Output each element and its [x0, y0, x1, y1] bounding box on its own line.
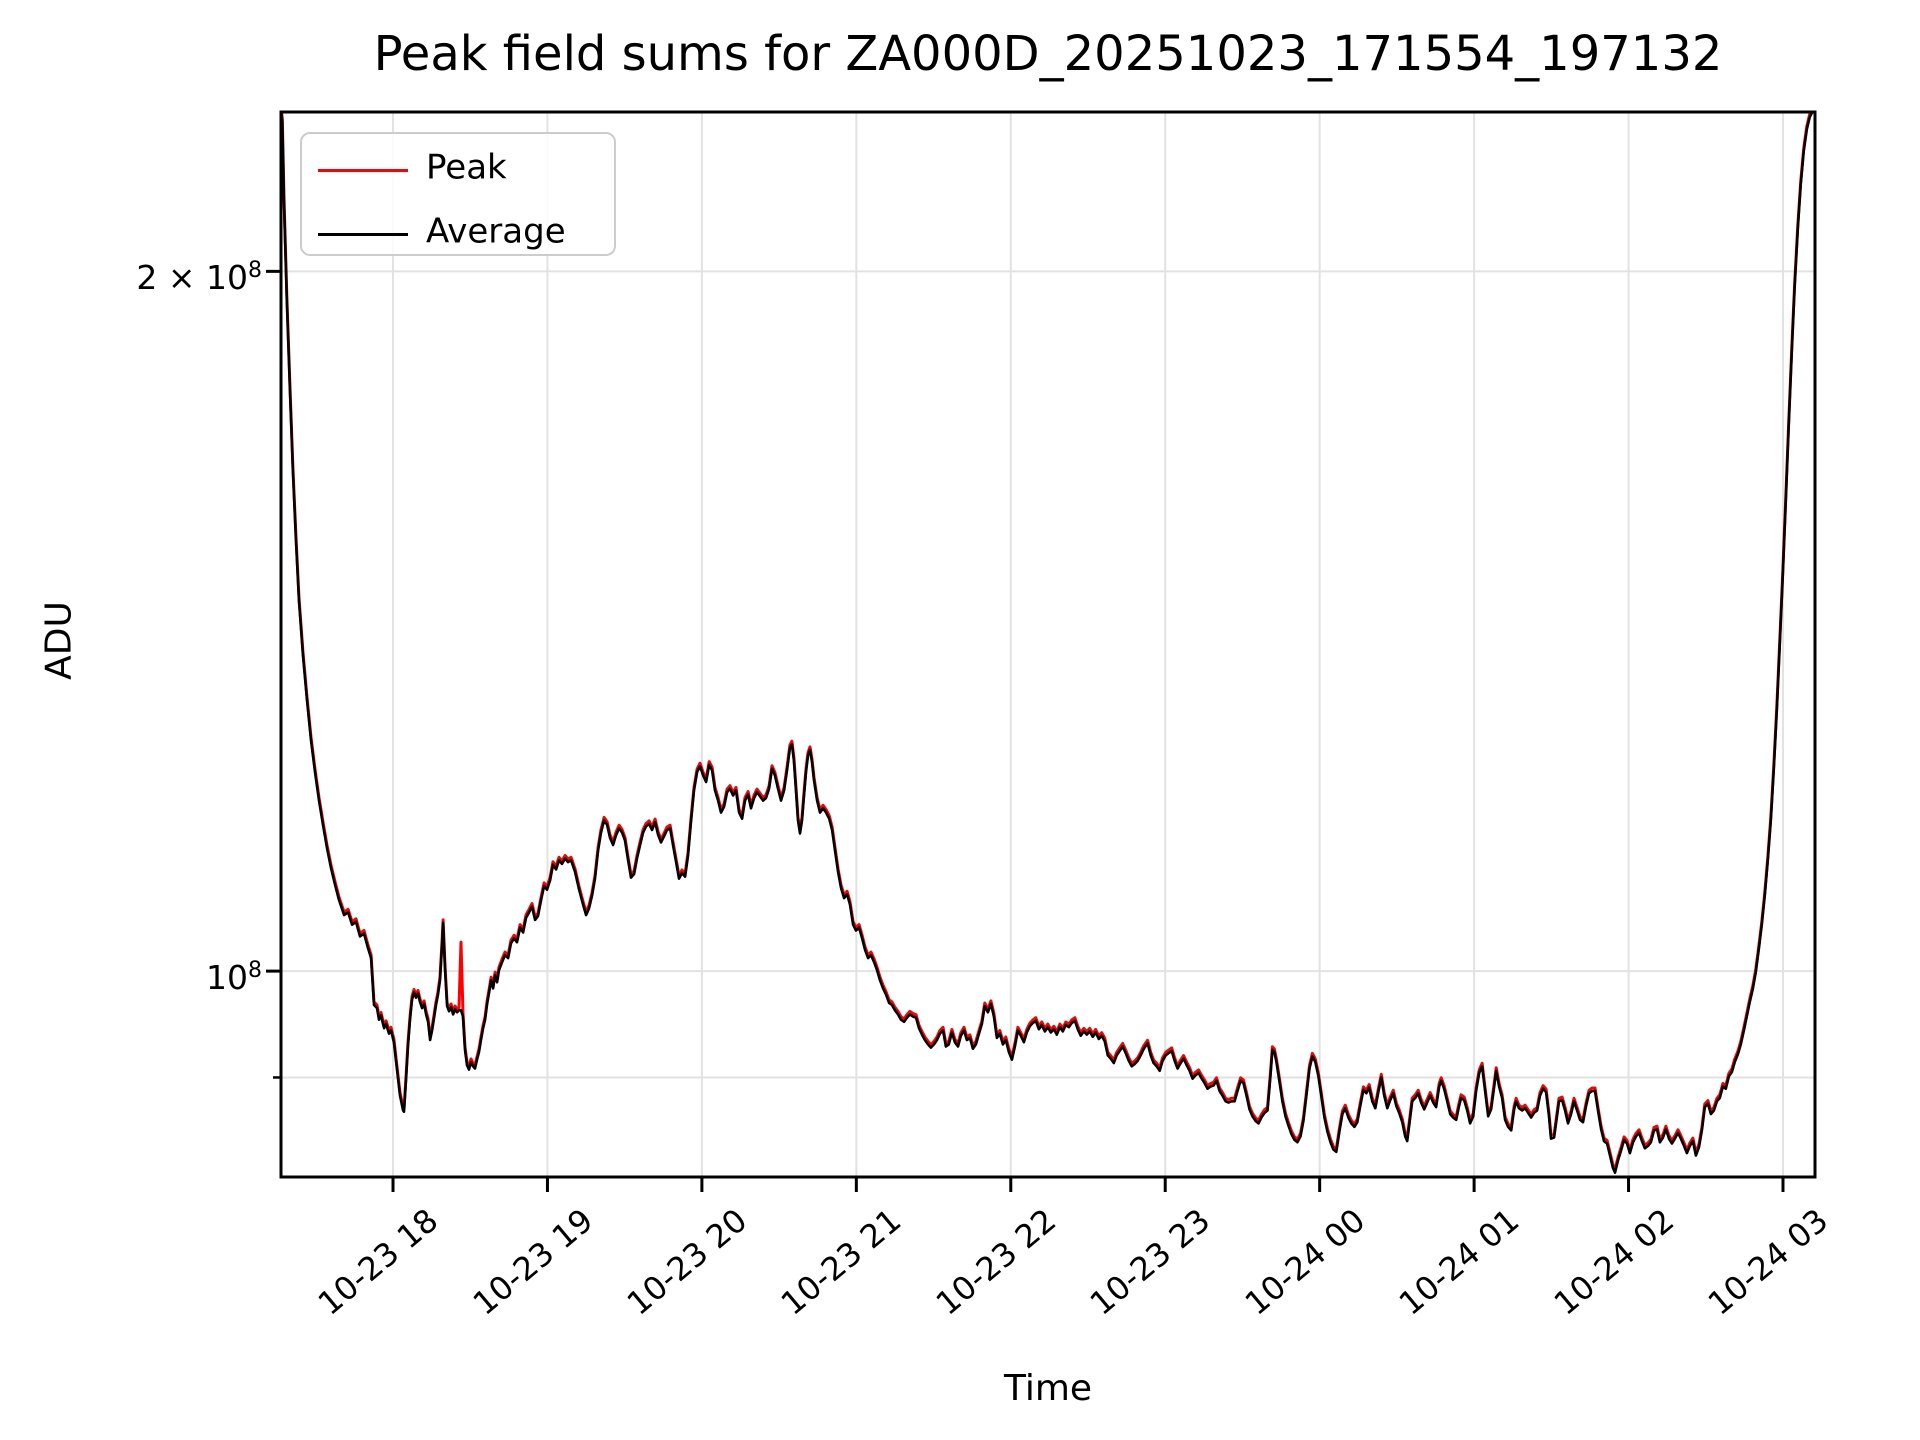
x-axis-label: Time: [1003, 1368, 1093, 1409]
chart-title: Peak field sums for ZA000D_20251023_1715…: [373, 26, 1723, 82]
y-tick-label-1e8: 108: [206, 958, 262, 998]
y-tick-label-2e8: 2 × 108: [136, 258, 262, 298]
average-line-swatch: [318, 233, 408, 236]
legend-item-average: Average: [302, 211, 614, 255]
average-line: [281, 112, 1815, 1174]
legend-item-peak: Peak: [302, 147, 614, 191]
legend-label-peak: Peak: [426, 147, 507, 188]
legend: Peak Average: [300, 132, 616, 256]
axes-spines: [279, 110, 1817, 1179]
y-axis-label: ADU: [38, 601, 80, 680]
peak-line-swatch: [318, 169, 408, 172]
legend-label-average: Average: [426, 211, 566, 252]
peak-line: [281, 112, 1813, 1172]
plot-background: [281, 112, 1815, 1177]
